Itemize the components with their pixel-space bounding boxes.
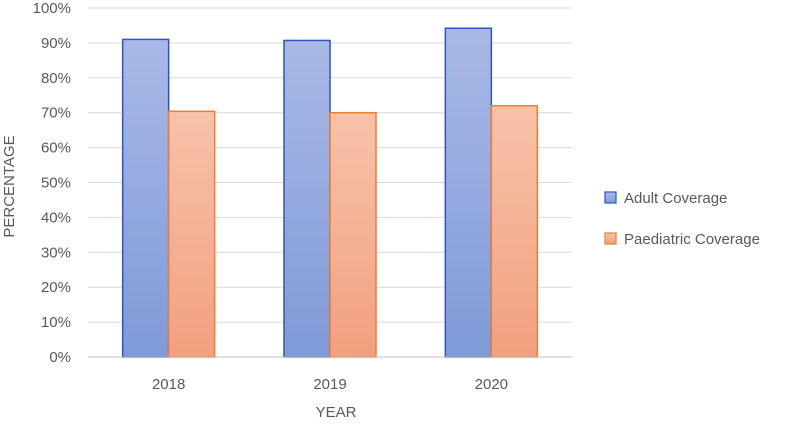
legend-label: Paediatric Coverage [624,231,760,248]
y-tick-label: 10% [41,314,71,331]
y-tick-label: 0% [49,349,71,366]
y-tick-label: 80% [41,70,71,87]
y-tick-label: 90% [41,35,71,52]
bar-paediatric-2020 [490,104,539,358]
legend: Adult Coverage Paediatric Coverage [604,190,760,248]
legend-swatch [604,232,617,245]
y-tick-label: 60% [41,140,71,157]
y-tick-label: 70% [41,105,71,122]
x-axis-ticks: 2018 2019 2020 [152,376,508,393]
bar-paediatric-2019 [329,111,377,358]
bar-adult-2018 [121,38,170,358]
y-axis-ticks: 0% 10% 20% 30% 40% 50% 60% 70% 80% 90% 100% [33,0,71,366]
x-tick-label: 2020 [475,376,508,393]
x-tick-label: 2018 [152,376,185,393]
y-tick-label: 100% [33,0,71,17]
bar-adult-2020 [444,27,493,358]
y-axis-title: PERCENTAGE [1,135,18,237]
y-tick-label: 20% [41,279,71,296]
bar-paediatric-2018 [167,110,216,358]
y-tick-label: 50% [41,175,71,192]
x-axis-title: YEAR [316,404,357,421]
x-tick-label: 2019 [313,376,346,393]
y-tick-label: 30% [41,244,71,261]
bar-adult-2019 [283,39,331,358]
legend-label: Adult Coverage [624,190,727,207]
y-tick-label: 40% [41,209,71,226]
legend-swatch [604,191,617,204]
